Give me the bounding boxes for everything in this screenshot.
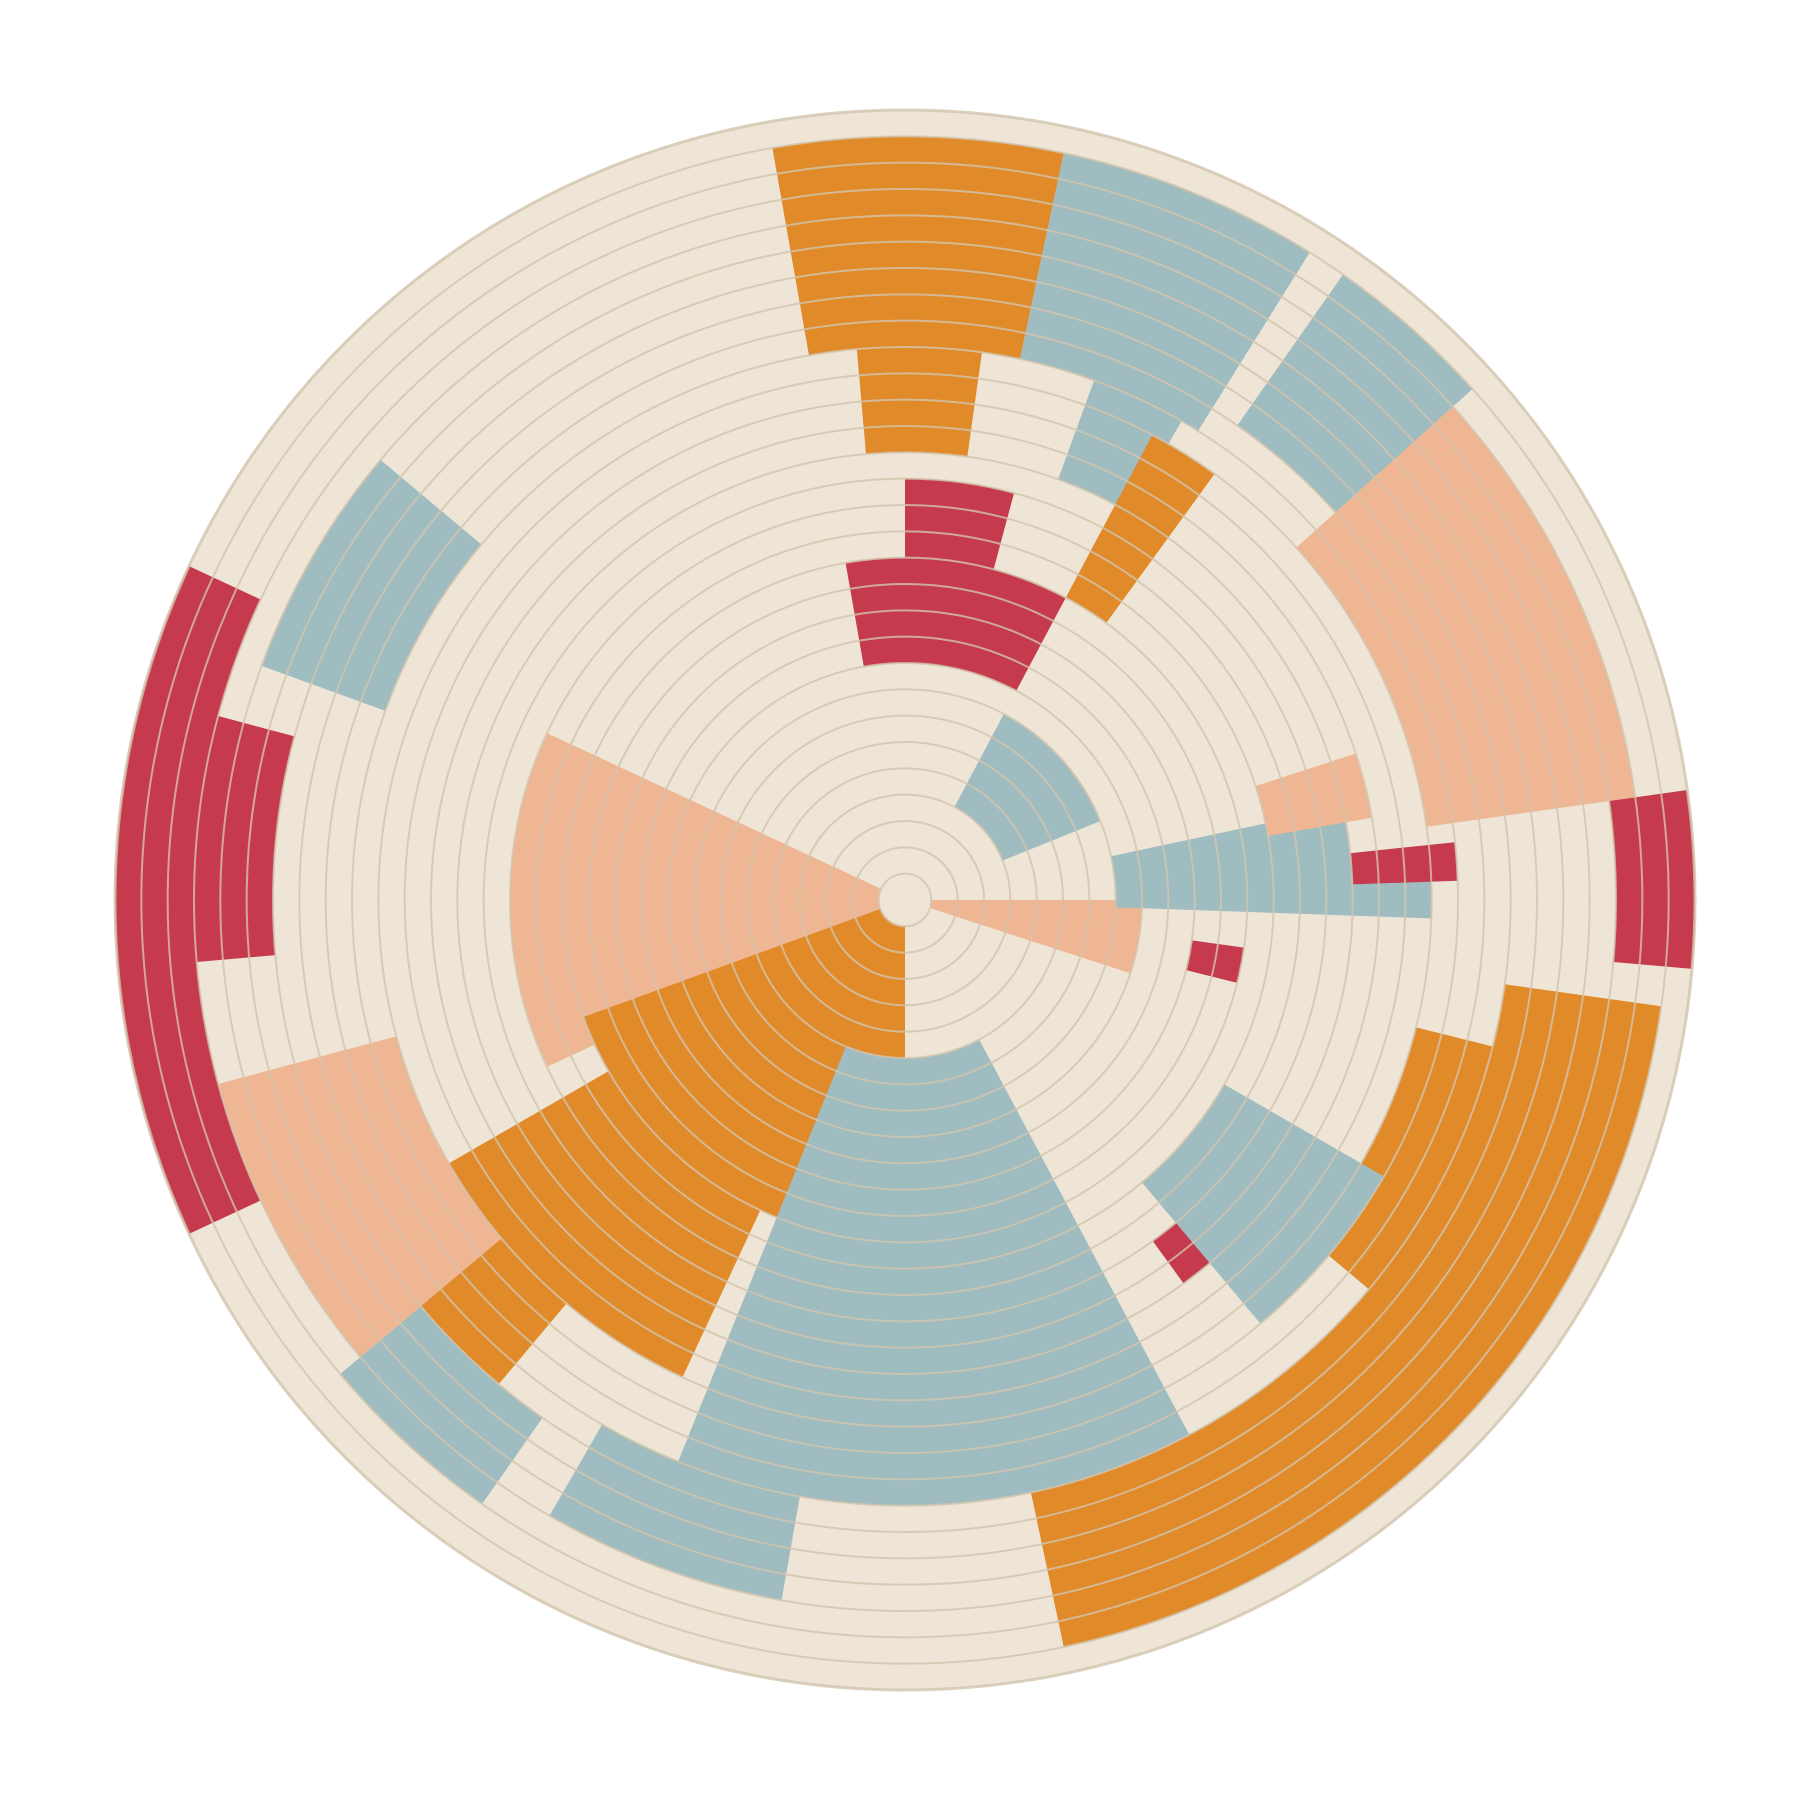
coil-line bbox=[272, 267, 1538, 1533]
teal-pattern-segment bbox=[261, 459, 482, 711]
coil-line bbox=[667, 662, 1143, 1138]
coil-line bbox=[509, 504, 1301, 1296]
coil-line bbox=[219, 214, 1591, 1586]
peach-pattern-segment bbox=[509, 733, 882, 1067]
coil-line bbox=[561, 556, 1249, 1244]
coil-line bbox=[693, 688, 1117, 1112]
coil-line bbox=[798, 793, 1012, 1007]
peach-pattern-segment bbox=[1296, 406, 1636, 827]
coil-line bbox=[772, 767, 1038, 1033]
coil-line bbox=[324, 319, 1486, 1481]
coil-line bbox=[403, 398, 1407, 1402]
coil-line bbox=[535, 530, 1275, 1270]
orange-pattern-segment bbox=[856, 347, 982, 457]
coil-line bbox=[377, 372, 1433, 1428]
coil-line bbox=[825, 820, 985, 980]
teal-pattern-segment bbox=[1237, 274, 1473, 513]
teal-pattern-segment bbox=[678, 1039, 1190, 1506]
coil-line bbox=[113, 108, 1697, 1692]
coil-line bbox=[430, 425, 1380, 1375]
coil-line bbox=[877, 872, 933, 928]
coil-line bbox=[351, 346, 1459, 1454]
coil-line bbox=[140, 135, 1670, 1665]
teal-pattern-segment bbox=[1058, 380, 1182, 513]
orange-pattern-segment bbox=[448, 1071, 761, 1378]
coil-line bbox=[456, 451, 1354, 1349]
coil-line bbox=[746, 741, 1064, 1059]
teal-pattern-segment bbox=[549, 1424, 800, 1601]
red-pattern-segment bbox=[905, 478, 1015, 570]
orange-pattern-segment bbox=[1065, 434, 1215, 624]
orange-pattern-segment bbox=[1308, 1027, 1493, 1290]
coil-line bbox=[851, 846, 959, 954]
coil-line bbox=[482, 477, 1328, 1323]
red-pattern-segment bbox=[845, 557, 1066, 691]
teal-pattern-segment bbox=[1141, 1084, 1384, 1324]
coil-line bbox=[719, 714, 1091, 1086]
coil-line bbox=[588, 583, 1222, 1217]
teal-pattern-segment bbox=[1111, 806, 1353, 916]
coil-line bbox=[245, 240, 1565, 1560]
coil-line bbox=[614, 609, 1196, 1191]
teal-pattern-segment bbox=[954, 713, 1101, 861]
coil-line bbox=[193, 188, 1617, 1612]
basket-coils bbox=[113, 108, 1697, 1692]
coil-line bbox=[298, 293, 1512, 1507]
red-pattern-segment bbox=[193, 715, 295, 962]
coil-line bbox=[640, 635, 1170, 1165]
coil-line bbox=[166, 161, 1644, 1639]
red-pattern-segment bbox=[1609, 790, 1695, 969]
red-pattern-segment bbox=[114, 566, 261, 1234]
